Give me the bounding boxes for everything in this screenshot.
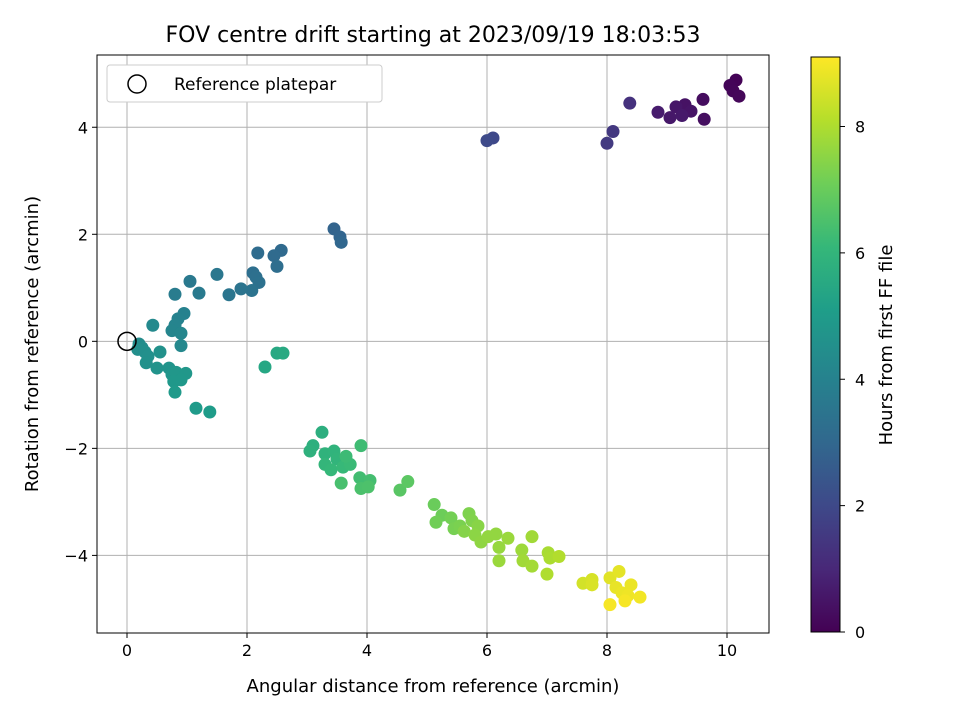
colorbar-tick-label: 2 [855, 497, 865, 516]
colorbar-tick-label: 8 [855, 118, 865, 137]
legend-label: Reference platepar [174, 75, 336, 95]
data-point [492, 540, 506, 554]
data-point [174, 373, 188, 387]
data-point [633, 590, 647, 604]
colorbar: 0 2 4 6 8 Hours from first FF file [810, 56, 897, 642]
y-axis-label: Rotation from reference (arcmin) [22, 196, 43, 492]
data-point [168, 287, 182, 301]
data-point [525, 530, 539, 544]
data-point [427, 498, 441, 512]
data-point [168, 385, 182, 399]
x-tick-label: 4 [362, 641, 372, 660]
data-point [203, 405, 217, 419]
data-point [540, 567, 554, 581]
data-point [612, 564, 626, 578]
data-point [585, 578, 599, 592]
data-point [245, 283, 259, 297]
data-point [334, 235, 348, 249]
data-point [150, 361, 164, 375]
data-point [489, 527, 503, 541]
legend: Reference platepar [106, 64, 383, 103]
legend-box [106, 64, 383, 103]
data-point [183, 274, 197, 288]
grid-lines [97, 55, 769, 633]
colorbar-gradient [810, 56, 841, 633]
colorbar-label: Hours from first FF file [876, 245, 897, 446]
data-point [401, 475, 415, 489]
x-axis-ticks: 0 2 4 6 8 10 [122, 633, 737, 660]
data-point [303, 444, 317, 458]
data-point [353, 471, 367, 485]
data-points [131, 73, 746, 612]
x-tick-label: 10 [717, 641, 737, 660]
data-point [618, 594, 632, 608]
data-point [139, 356, 153, 370]
data-point [270, 259, 284, 273]
data-point [276, 346, 290, 360]
data-point [153, 345, 167, 359]
data-point [174, 339, 188, 353]
data-point [361, 480, 375, 494]
data-point [429, 515, 443, 529]
y-tick-label: 2 [78, 225, 88, 244]
x-axis-label: Angular distance from reference (arcmin) [247, 676, 620, 697]
data-point [663, 111, 677, 125]
data-point [222, 288, 236, 302]
data-point [444, 511, 458, 525]
colorbar-tick-label: 0 [855, 623, 865, 642]
data-point [251, 246, 265, 260]
data-point [189, 401, 203, 415]
colorbar-ticks: 0 2 4 6 8 [840, 118, 865, 642]
y-tick-label: −4 [64, 546, 88, 565]
data-point [697, 112, 711, 126]
data-point [624, 578, 638, 592]
data-point [492, 554, 506, 568]
data-point [210, 267, 224, 281]
data-point [234, 282, 248, 296]
data-point [334, 476, 348, 490]
data-point [258, 360, 272, 374]
data-point [675, 108, 689, 122]
plot-frame [96, 54, 770, 634]
data-point [552, 549, 566, 563]
data-point [339, 449, 353, 463]
data-point [480, 134, 494, 148]
data-point [457, 524, 471, 538]
y-tick-label: 0 [78, 332, 88, 351]
data-point [146, 318, 160, 332]
data-point [192, 286, 206, 300]
data-point [603, 598, 617, 612]
data-point [354, 439, 368, 453]
data-point [606, 125, 620, 139]
data-point [525, 559, 539, 573]
data-point [600, 136, 614, 150]
y-axis-ticks: −4 −2 0 2 4 [64, 118, 97, 565]
data-point [267, 249, 281, 263]
y-tick-label: 4 [78, 118, 88, 137]
data-point [623, 96, 637, 110]
x-tick-label: 2 [242, 641, 252, 660]
chart-title: FOV centre drift starting at 2023/09/19 … [166, 23, 701, 48]
data-point [393, 483, 407, 497]
colorbar-tick-label: 6 [855, 244, 865, 263]
data-point [515, 543, 529, 557]
data-point [174, 326, 188, 340]
reference-platepar-marker [117, 331, 137, 352]
data-point [732, 89, 746, 103]
x-tick-label: 6 [482, 641, 492, 660]
data-point [696, 92, 710, 106]
data-point [651, 105, 665, 119]
data-point [324, 463, 338, 477]
data-point [315, 425, 329, 439]
legend-marker-icon [127, 74, 147, 94]
y-tick-label: −2 [64, 439, 88, 458]
data-point [603, 571, 617, 585]
colorbar-tick-label: 4 [855, 370, 865, 389]
data-point [501, 531, 515, 545]
x-tick-label: 8 [602, 641, 612, 660]
x-tick-label: 0 [122, 641, 132, 660]
